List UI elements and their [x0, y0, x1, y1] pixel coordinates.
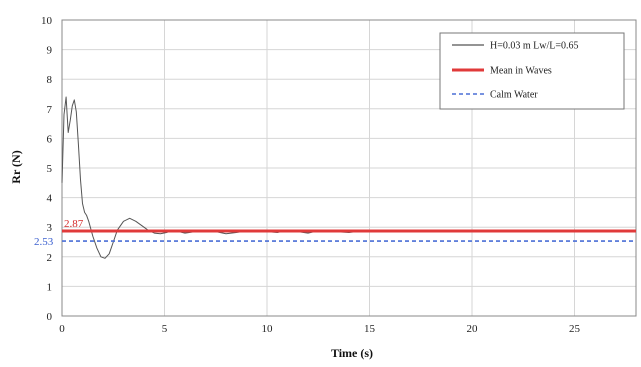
y-tick-label: 3 [47, 222, 53, 234]
y-axis-title: Rr (N) [9, 150, 23, 183]
annotations: 2.87 2.53 [34, 218, 84, 248]
y-tick-label: 4 [47, 193, 53, 205]
x-tick-label: 5 [162, 323, 168, 335]
y-tick-label: 5 [47, 163, 53, 175]
x-tick-label: 15 [364, 323, 376, 335]
y-tick-label: 0 [47, 311, 53, 323]
y-tick-label: 9 [47, 45, 53, 57]
mean-value-label: 2.87 [64, 218, 84, 230]
x-tick-label: 25 [569, 323, 581, 335]
legend-label-calm: Calm Water [490, 90, 538, 101]
tick-labels: 0 1 2 3 4 5 6 7 8 9 10 0 5 10 15 20 25 [41, 15, 581, 335]
y-tick-label: 2 [47, 252, 53, 264]
y-tick-label: 1 [47, 281, 53, 293]
y-tick-label: 8 [47, 74, 53, 86]
legend-label-mean: Mean in Waves [490, 66, 552, 77]
y-tick-label: 7 [47, 104, 53, 116]
x-tick-label: 20 [467, 323, 479, 335]
calm-value-label: 2.53 [34, 236, 54, 248]
resistance-series-line [61, 96, 636, 259]
y-tick-label: 6 [47, 133, 53, 145]
x-tick-label: 10 [262, 323, 274, 335]
legend: H=0.03 m Lw/L=0.65 Mean in Waves Calm Wa… [439, 32, 625, 110]
x-axis-title: Time (s) [331, 346, 373, 360]
series-layer [61, 96, 636, 259]
x-tick-label: 0 [59, 323, 65, 335]
legend-label-series-1: H=0.03 m Lw/L=0.65 [490, 41, 579, 52]
y-tick-label: 10 [41, 15, 53, 27]
